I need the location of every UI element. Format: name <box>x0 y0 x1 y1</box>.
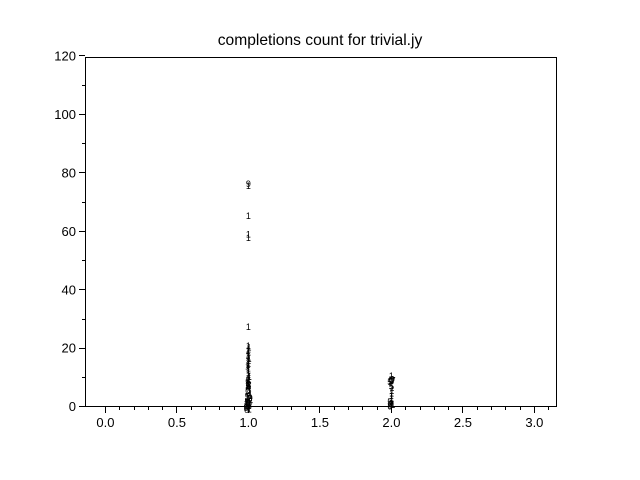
svg-text:1.0: 1.0 <box>239 415 257 430</box>
svg-text:2.5: 2.5 <box>454 415 472 430</box>
svg-text:1: 1 <box>246 181 251 191</box>
svg-text:100: 100 <box>54 107 76 122</box>
svg-text:20: 20 <box>62 341 76 356</box>
svg-text:60: 60 <box>62 224 76 239</box>
svg-text:3: 3 <box>389 399 394 409</box>
svg-text:0: 0 <box>69 399 76 414</box>
svg-text:40: 40 <box>62 282 76 297</box>
svg-text:2.0: 2.0 <box>382 415 400 430</box>
svg-text:120: 120 <box>54 48 76 63</box>
svg-text:1: 1 <box>246 233 251 243</box>
svg-text:80: 80 <box>62 165 76 180</box>
svg-text:3.0: 3.0 <box>525 415 543 430</box>
svg-text:0.0: 0.0 <box>96 415 114 430</box>
svg-text:1.5: 1.5 <box>311 415 329 430</box>
svg-text:0.5: 0.5 <box>168 415 186 430</box>
svg-text:1: 1 <box>246 211 251 221</box>
svg-text:1: 1 <box>247 404 252 414</box>
svg-text:1: 1 <box>246 322 251 332</box>
svg-text:8: 8 <box>245 382 250 392</box>
